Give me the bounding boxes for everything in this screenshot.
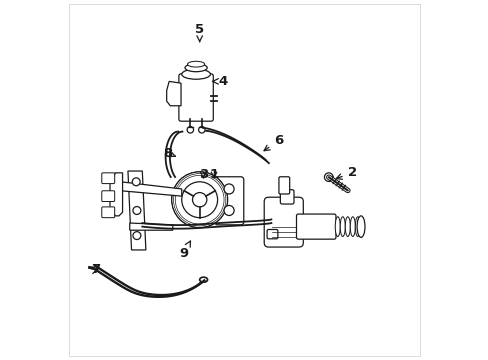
Ellipse shape [345, 217, 349, 237]
Ellipse shape [355, 217, 360, 237]
FancyBboxPatch shape [102, 173, 115, 184]
Circle shape [187, 127, 193, 133]
Ellipse shape [349, 217, 355, 237]
Circle shape [133, 231, 141, 239]
FancyBboxPatch shape [214, 177, 244, 225]
Polygon shape [128, 171, 145, 250]
Circle shape [224, 184, 234, 194]
FancyBboxPatch shape [266, 229, 277, 239]
FancyBboxPatch shape [280, 190, 293, 204]
Ellipse shape [340, 217, 345, 237]
Polygon shape [110, 173, 122, 216]
Text: 1: 1 [209, 168, 218, 181]
Ellipse shape [199, 277, 207, 282]
Text: 9: 9 [179, 241, 190, 260]
Circle shape [171, 172, 227, 228]
FancyBboxPatch shape [102, 207, 115, 218]
Circle shape [224, 206, 234, 216]
Text: 6: 6 [264, 134, 283, 151]
Ellipse shape [187, 61, 204, 67]
FancyBboxPatch shape [296, 214, 335, 239]
Circle shape [133, 207, 141, 215]
Ellipse shape [356, 216, 364, 237]
Circle shape [198, 127, 204, 133]
Ellipse shape [335, 217, 340, 237]
Polygon shape [166, 81, 181, 106]
FancyBboxPatch shape [102, 191, 115, 202]
FancyBboxPatch shape [179, 74, 213, 121]
FancyBboxPatch shape [278, 177, 289, 194]
Text: 3: 3 [198, 168, 207, 181]
FancyBboxPatch shape [264, 197, 303, 247]
Circle shape [324, 173, 332, 181]
Text: 2: 2 [336, 166, 356, 179]
Ellipse shape [184, 64, 207, 72]
Polygon shape [129, 223, 172, 230]
Text: 5: 5 [195, 23, 204, 42]
Polygon shape [121, 182, 182, 196]
Circle shape [192, 193, 206, 207]
Circle shape [132, 178, 140, 186]
Text: 7: 7 [91, 263, 100, 276]
Text: 4: 4 [212, 75, 227, 88]
Text: 8: 8 [163, 147, 175, 159]
Ellipse shape [182, 69, 210, 79]
Circle shape [182, 182, 217, 218]
